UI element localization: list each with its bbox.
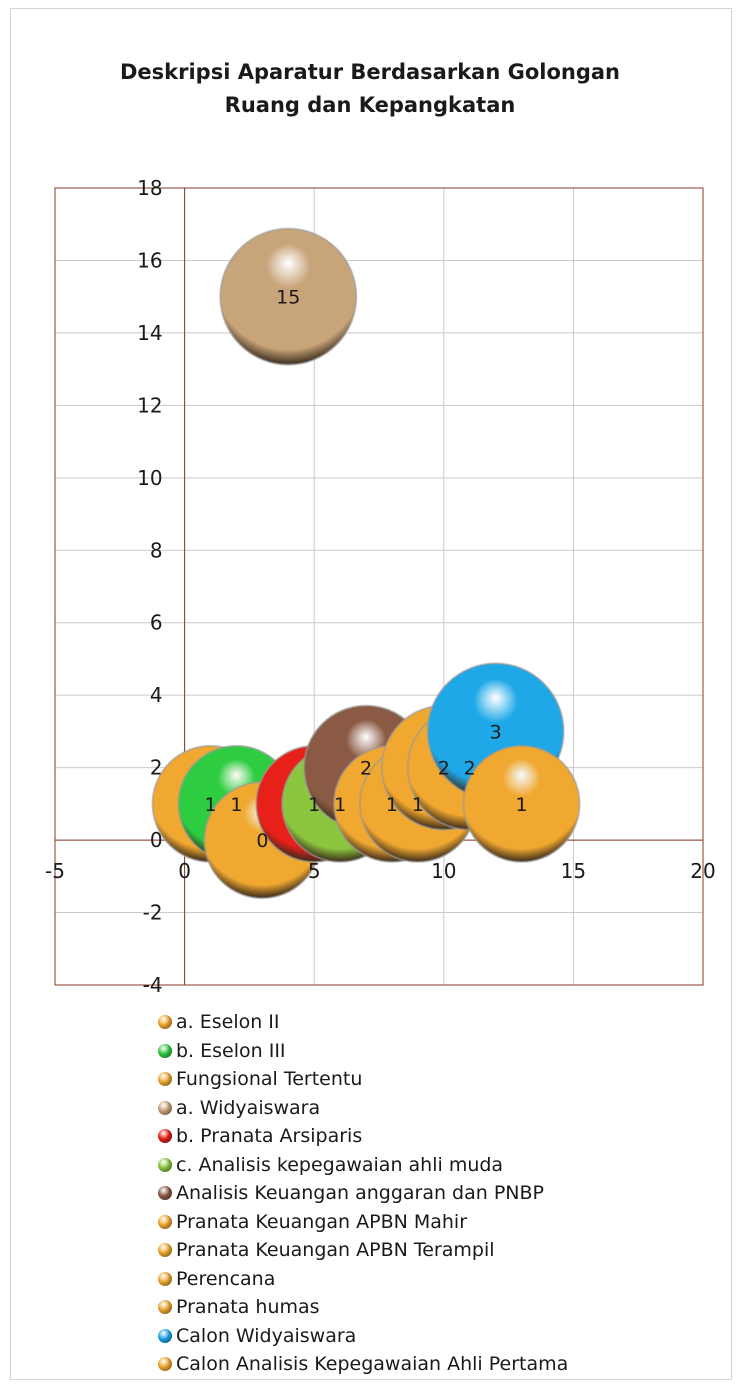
y-tick-label: 2: [150, 756, 163, 780]
legend-label: Analisis Keuangan anggaran dan PNBP: [176, 1182, 545, 1205]
legend-swatch: [158, 1072, 172, 1087]
y-tick-label: 6: [150, 611, 163, 635]
legend-label: a. Eselon II: [176, 1011, 280, 1034]
bubble-label-4: 15: [276, 287, 300, 309]
bubble-label-7: 2: [360, 758, 372, 780]
legend-swatch: [158, 1214, 172, 1229]
chart-frame: [10, 8, 732, 1380]
legend-swatch: [158, 1129, 172, 1144]
bubble-13: [462, 744, 581, 863]
legend-label: Pranata Keuangan APBN Mahir: [176, 1210, 468, 1233]
bubble-label-3: 0: [256, 830, 268, 852]
legend-item: Pranata Keuangan APBN Terampil: [158, 1236, 718, 1265]
x-tick-label: 20: [690, 859, 715, 883]
y-tick-label: 10: [137, 466, 162, 490]
x-tick-label: 15: [561, 859, 586, 883]
legend-item: a. Widyaiswara: [158, 1094, 718, 1123]
bubble-label-10: 2: [438, 758, 450, 780]
y-tick-label: 8: [150, 538, 163, 562]
bubble-label-12: 3: [490, 721, 502, 743]
legend-swatch: [158, 1100, 172, 1115]
y-tick-label: 4: [150, 683, 163, 707]
legend-label: Fungsional Tertentu: [176, 1068, 363, 1091]
y-tick-label: -2: [143, 901, 163, 925]
legend-label: Pranata humas: [176, 1296, 320, 1319]
legend-item: Perencana: [158, 1265, 718, 1294]
chart-title-line-2: Ruang dan Kepangkatan: [224, 93, 516, 117]
legend-item: Pranata Keuangan APBN Mahir: [158, 1208, 718, 1237]
legend-label: Calon Widyaiswara: [176, 1324, 357, 1347]
legend-label: b. Eselon III: [176, 1039, 286, 1062]
legend-swatch: [158, 1015, 172, 1030]
legend-item: a. Eselon II: [158, 1008, 718, 1037]
y-tick-label: 14: [137, 321, 162, 345]
legend-swatch: [158, 1186, 172, 1201]
legend-item: Analisis Keuangan anggaran dan PNBP: [158, 1179, 718, 1208]
legend-swatch: [158, 1357, 172, 1372]
legend-label: Calon Analisis Kepegawaian Ahli Pertama: [176, 1353, 569, 1376]
legend-swatch: [158, 1243, 172, 1258]
legend-swatch: [158, 1328, 172, 1343]
legend-label: b. Pranata Arsiparis: [176, 1125, 363, 1148]
x-tick-label: 0: [178, 859, 191, 883]
x-tick-label: -5: [45, 859, 65, 883]
bubble-label-11: 2: [464, 758, 476, 780]
legend-item: Pranata humas: [158, 1293, 718, 1322]
plot-area-border: [54, 187, 704, 986]
legend-item: c. Analisis kepegawaian ahli muda: [158, 1151, 718, 1180]
legend-swatch: [158, 1043, 172, 1058]
bubble-label-2: 1: [230, 794, 242, 816]
legend-label: c. Analisis kepegawaian ahli muda: [176, 1153, 504, 1176]
legend-item: Fungsional Tertentu: [158, 1065, 718, 1094]
legend-label: Perencana: [176, 1267, 276, 1290]
legend-swatch: [158, 1300, 172, 1315]
chart-title: Deskripsi Aparatur Berdasarkan Golongan …: [20, 56, 720, 122]
bubble-label-9: 1: [412, 794, 424, 816]
bubble-label-5: 1: [308, 794, 320, 816]
legend-item: b. Pranata Arsiparis: [158, 1122, 718, 1151]
x-tick-label: 5: [308, 859, 321, 883]
chart-legend: a. Eselon II b. Eselon III Fungsional Tert…: [158, 1008, 718, 1379]
bubble-label-8: 1: [386, 794, 398, 816]
y-tick-label: 18: [137, 176, 162, 200]
legend-label: Pranata Keuangan APBN Terampil: [176, 1239, 495, 1262]
bubble-label-1: 1: [204, 794, 216, 816]
legend-label: a. Widyaiswara: [176, 1096, 321, 1119]
y-tick-label: -4: [143, 973, 163, 997]
chart-title-line-1: Deskripsi Aparatur Berdasarkan Golongan: [119, 60, 620, 84]
legend-item: b. Eselon III: [158, 1037, 718, 1066]
y-tick-label: 12: [137, 393, 162, 417]
bubble-label-6: 1: [334, 794, 346, 816]
bubble-label-13: 1: [516, 794, 528, 816]
y-tick-label: 0: [150, 828, 163, 852]
bubble-4: [219, 227, 358, 366]
x-tick-label: 10: [431, 859, 456, 883]
legend-item: Calon Widyaiswara: [158, 1322, 718, 1351]
legend-item: Calon Analisis Kepegawaian Ahli Pertama: [158, 1350, 718, 1379]
legend-swatch: [158, 1157, 172, 1172]
y-tick-label: 16: [137, 248, 162, 272]
legend-swatch: [158, 1271, 172, 1286]
